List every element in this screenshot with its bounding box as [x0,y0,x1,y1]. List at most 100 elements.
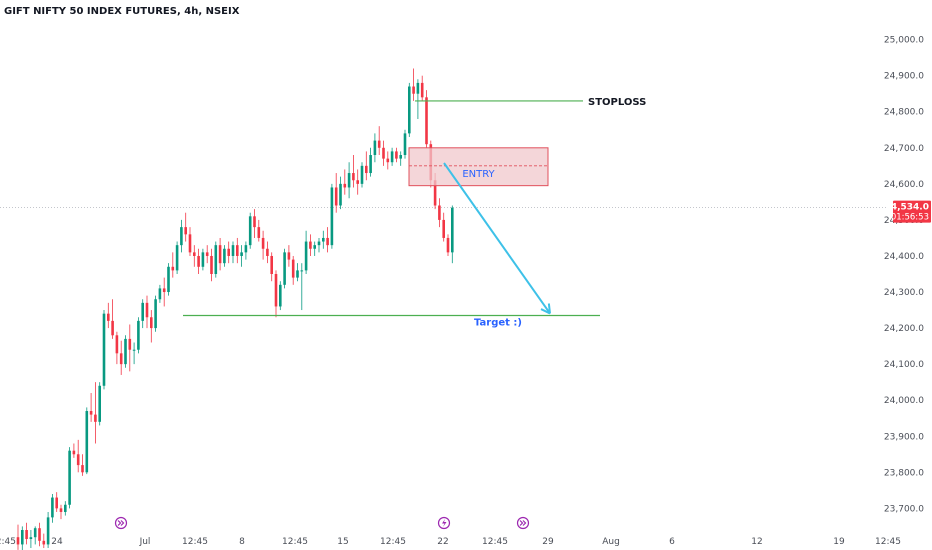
candle[interactable] [188,227,192,256]
candle[interactable] [115,331,119,365]
candle[interactable] [253,209,256,238]
forward-icon[interactable] [516,516,530,530]
candle[interactable] [330,183,334,249]
candle[interactable] [68,447,71,509]
candle[interactable] [231,241,235,264]
forward-icon[interactable] [114,516,128,530]
candle[interactable] [360,162,364,188]
candle[interactable] [214,241,218,278]
candle[interactable] [107,302,110,329]
candle[interactable] [322,230,325,249]
candle[interactable] [227,241,230,264]
candle[interactable] [193,245,196,267]
candle[interactable] [145,295,149,329]
candle[interactable] [184,212,187,242]
candle[interactable] [197,248,200,274]
candle[interactable] [304,230,308,274]
candle[interactable] [382,140,385,166]
candle[interactable] [296,263,299,282]
candle[interactable] [132,342,136,365]
lightning-icon[interactable] [437,516,451,530]
candle[interactable] [29,530,33,549]
candle[interactable] [33,526,37,545]
candle[interactable] [377,126,381,156]
candle[interactable] [236,237,239,264]
candle[interactable] [399,151,402,166]
candle[interactable] [446,234,450,256]
candle[interactable] [21,526,24,550]
candle[interactable] [180,219,183,253]
entry-zone-box[interactable] [408,147,549,187]
candle[interactable] [154,295,157,332]
candle[interactable] [326,227,329,253]
candle[interactable] [98,382,101,426]
candle[interactable] [38,522,41,547]
candle[interactable] [240,245,243,267]
candle[interactable] [403,129,407,159]
candle[interactable] [171,252,175,278]
candle[interactable] [94,382,97,444]
candle[interactable] [248,212,252,249]
candle[interactable] [309,234,312,256]
time-axis[interactable]: 12:45 24 Jul 12:45 8 12:45 15 12:45 22 12:45 29 Aug… [0,516,901,548]
candle[interactable] [141,299,144,329]
candle[interactable] [408,82,411,137]
candle[interactable] [201,248,205,271]
price-axis[interactable]: 25,000.0 24,900.0 24,800.0 24,700.0 24,600.0… [884,36,931,515]
candle[interactable] [425,90,428,148]
candle[interactable] [76,439,80,473]
candle[interactable] [175,241,179,274]
candle[interactable] [386,151,390,170]
candle[interactable] [25,522,28,545]
candle[interactable] [266,241,269,264]
candle[interactable] [124,335,127,368]
candle[interactable] [287,245,291,267]
candle[interactable] [416,79,420,119]
candle[interactable] [16,524,20,550]
candle[interactable] [274,270,278,318]
candle[interactable] [283,248,286,289]
candle[interactable] [451,205,454,264]
candle[interactable] [339,176,342,210]
candle[interactable] [85,407,89,475]
candle[interactable] [438,198,441,228]
candle[interactable] [81,454,84,476]
candle[interactable] [102,310,106,390]
candle[interactable] [442,212,445,242]
candle[interactable] [46,511,50,549]
candle[interactable] [111,299,114,339]
candle[interactable] [137,317,140,354]
candle[interactable] [317,237,321,253]
candle[interactable] [64,501,67,516]
candle[interactable] [334,173,338,213]
candle[interactable] [218,237,222,271]
candle[interactable] [270,252,273,282]
candle[interactable] [300,263,304,311]
candle[interactable] [244,241,248,260]
candle[interactable] [365,151,368,181]
projection-arrow[interactable] [443,162,551,315]
candle[interactable] [352,155,355,188]
candle[interactable] [347,162,351,199]
candle[interactable] [72,443,76,458]
candle[interactable] [51,493,54,523]
candle[interactable] [412,68,415,101]
candle[interactable] [167,263,170,296]
candle[interactable] [313,241,316,256]
candle[interactable] [279,281,282,311]
candle[interactable] [261,230,265,260]
candle[interactable] [223,245,226,267]
candle[interactable] [390,147,394,166]
current-price-tag[interactable] [893,200,931,223]
candle[interactable] [59,504,63,520]
candle[interactable] [158,284,162,303]
candle[interactable] [291,255,295,285]
candle[interactable] [210,248,213,282]
candle[interactable] [119,340,123,375]
candle[interactable] [395,147,398,163]
candle[interactable] [42,533,46,549]
candle[interactable] [55,492,58,512]
candle[interactable] [343,169,347,195]
candle[interactable] [205,245,209,264]
